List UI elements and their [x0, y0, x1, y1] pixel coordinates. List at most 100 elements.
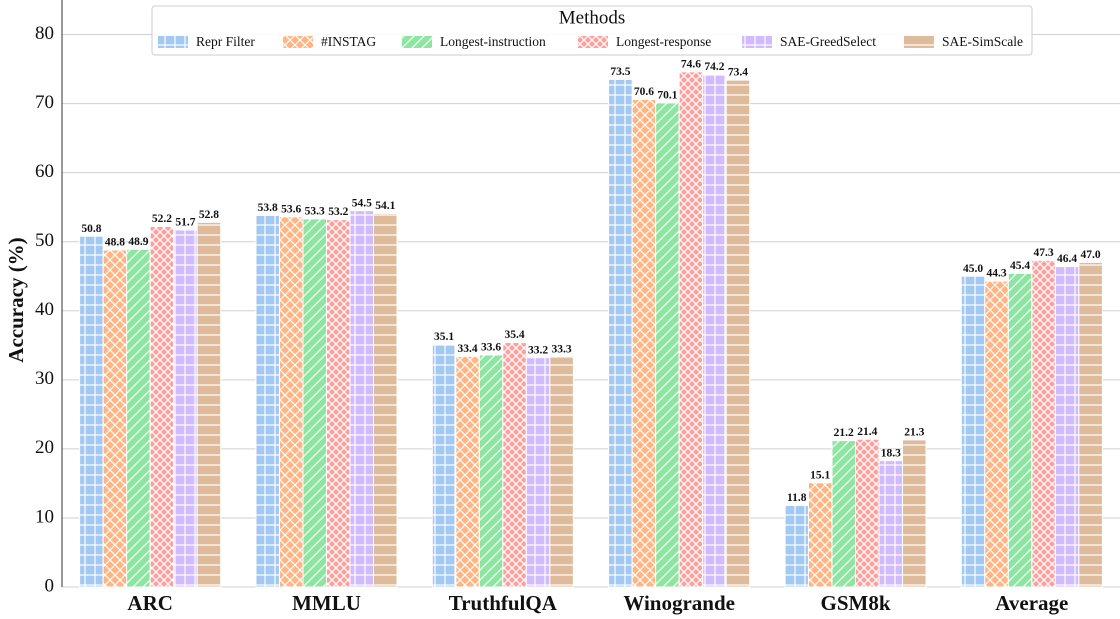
x-tick-label: ARC [127, 591, 173, 615]
bar [984, 280, 1009, 588]
y-tick-label: 0 [45, 575, 55, 596]
bar [149, 226, 175, 588]
legend-box [151, 5, 1033, 56]
value-label: 73.5 [610, 66, 630, 78]
bar [431, 344, 457, 588]
bar [807, 482, 833, 588]
value-label: 52.8 [199, 209, 219, 221]
value-label: 11.8 [787, 492, 807, 504]
value-label: 48.8 [105, 237, 125, 249]
value-label: 47.3 [1034, 247, 1054, 259]
value-label: 35.1 [434, 331, 454, 343]
bar [831, 440, 857, 588]
bar [102, 249, 128, 588]
bar [478, 354, 504, 588]
bar [1054, 266, 1080, 588]
bar [878, 460, 904, 588]
y-tick-label: 30 [35, 368, 54, 389]
bar [255, 214, 280, 588]
bar [608, 78, 633, 588]
value-label: 21.2 [834, 427, 854, 439]
bar [373, 212, 398, 588]
y-tick-label: 50 [35, 230, 54, 251]
x-tick-label: Average [995, 591, 1068, 615]
value-label: 48.9 [128, 236, 148, 248]
legend-label: #INSTAG [321, 34, 376, 49]
value-label: 21.4 [857, 426, 877, 438]
bar [1031, 259, 1056, 588]
y-axis-label: Accuracy (%) [4, 237, 28, 362]
bar [455, 355, 480, 588]
value-label: 52.2 [152, 213, 172, 225]
legend-swatch [578, 36, 608, 48]
value-label: 45.4 [1010, 260, 1030, 272]
value-label: 47.0 [1081, 249, 1101, 261]
value-label: 35.4 [505, 329, 525, 341]
legend-swatch [742, 36, 772, 48]
value-label: 53.6 [281, 203, 301, 215]
y-tick-label: 20 [35, 437, 54, 458]
legend-label: Repr Filter [196, 34, 255, 49]
bar [326, 219, 351, 588]
legend-swatch [904, 36, 934, 48]
legend-label: SAE-GreedSelect [780, 34, 876, 49]
value-label: 53.8 [258, 202, 278, 214]
y-tick-label: 80 [35, 23, 54, 44]
bar [173, 229, 198, 588]
bar [725, 79, 751, 588]
bar [278, 216, 304, 588]
x-tick-label: TruthfulQA [449, 591, 558, 615]
value-label: 44.3 [987, 268, 1007, 280]
bar [525, 357, 551, 588]
value-label: 70.6 [634, 86, 654, 98]
value-label: 21.3 [904, 427, 924, 439]
value-label: 74.6 [681, 58, 701, 70]
legend: Methods Repr Filter #INSTAG Longest-instru… [151, 5, 1033, 56]
value-label: 74.2 [704, 61, 724, 73]
bar [1078, 261, 1103, 588]
bars: 50.8 48.8 48.9 52.2 51.7 52.8 53.8 53.6 53.3 53.2… [79, 58, 1103, 588]
bar [502, 342, 527, 588]
bar [655, 102, 680, 588]
value-label: 45.0 [963, 263, 983, 275]
legend-label: Longest-instruction [440, 34, 546, 49]
value-label: 70.1 [657, 90, 677, 102]
legend-swatch [283, 36, 313, 48]
bar [902, 439, 927, 588]
value-label: 51.7 [175, 217, 195, 229]
y-tick-label: 60 [35, 161, 54, 182]
bar [1007, 272, 1033, 588]
bar [196, 221, 222, 588]
value-label: 33.4 [458, 343, 478, 355]
y-tick-label: 10 [35, 506, 54, 527]
value-label: 46.4 [1057, 253, 1077, 265]
bar [855, 438, 880, 588]
bar [702, 74, 727, 588]
bar [631, 98, 657, 588]
value-label: 54.1 [375, 200, 395, 212]
value-label: 18.3 [881, 447, 901, 459]
bar [549, 356, 574, 588]
legend-swatch [402, 36, 432, 48]
bar [784, 505, 809, 588]
value-label: 15.1 [810, 469, 830, 481]
value-label: 53.3 [305, 206, 325, 218]
value-label: 53.2 [328, 206, 348, 218]
bar [349, 210, 375, 588]
bar [678, 71, 704, 588]
value-label: 33.3 [552, 344, 572, 356]
legend-swatch [158, 36, 188, 48]
x-tick-label: Winogrande [623, 591, 735, 615]
bar [960, 275, 986, 588]
y-tick-label: 40 [35, 299, 54, 320]
legend-label: SAE-SimScale [942, 34, 1023, 49]
value-label: 73.4 [728, 67, 748, 79]
x-tick-label: GSM8k [820, 591, 890, 615]
value-label: 54.5 [352, 197, 372, 209]
legend-title: Methods [559, 7, 626, 28]
legend-label: Longest-response [616, 34, 711, 49]
value-label: 33.2 [528, 344, 548, 356]
x-tick-label: MMLU [292, 591, 361, 615]
